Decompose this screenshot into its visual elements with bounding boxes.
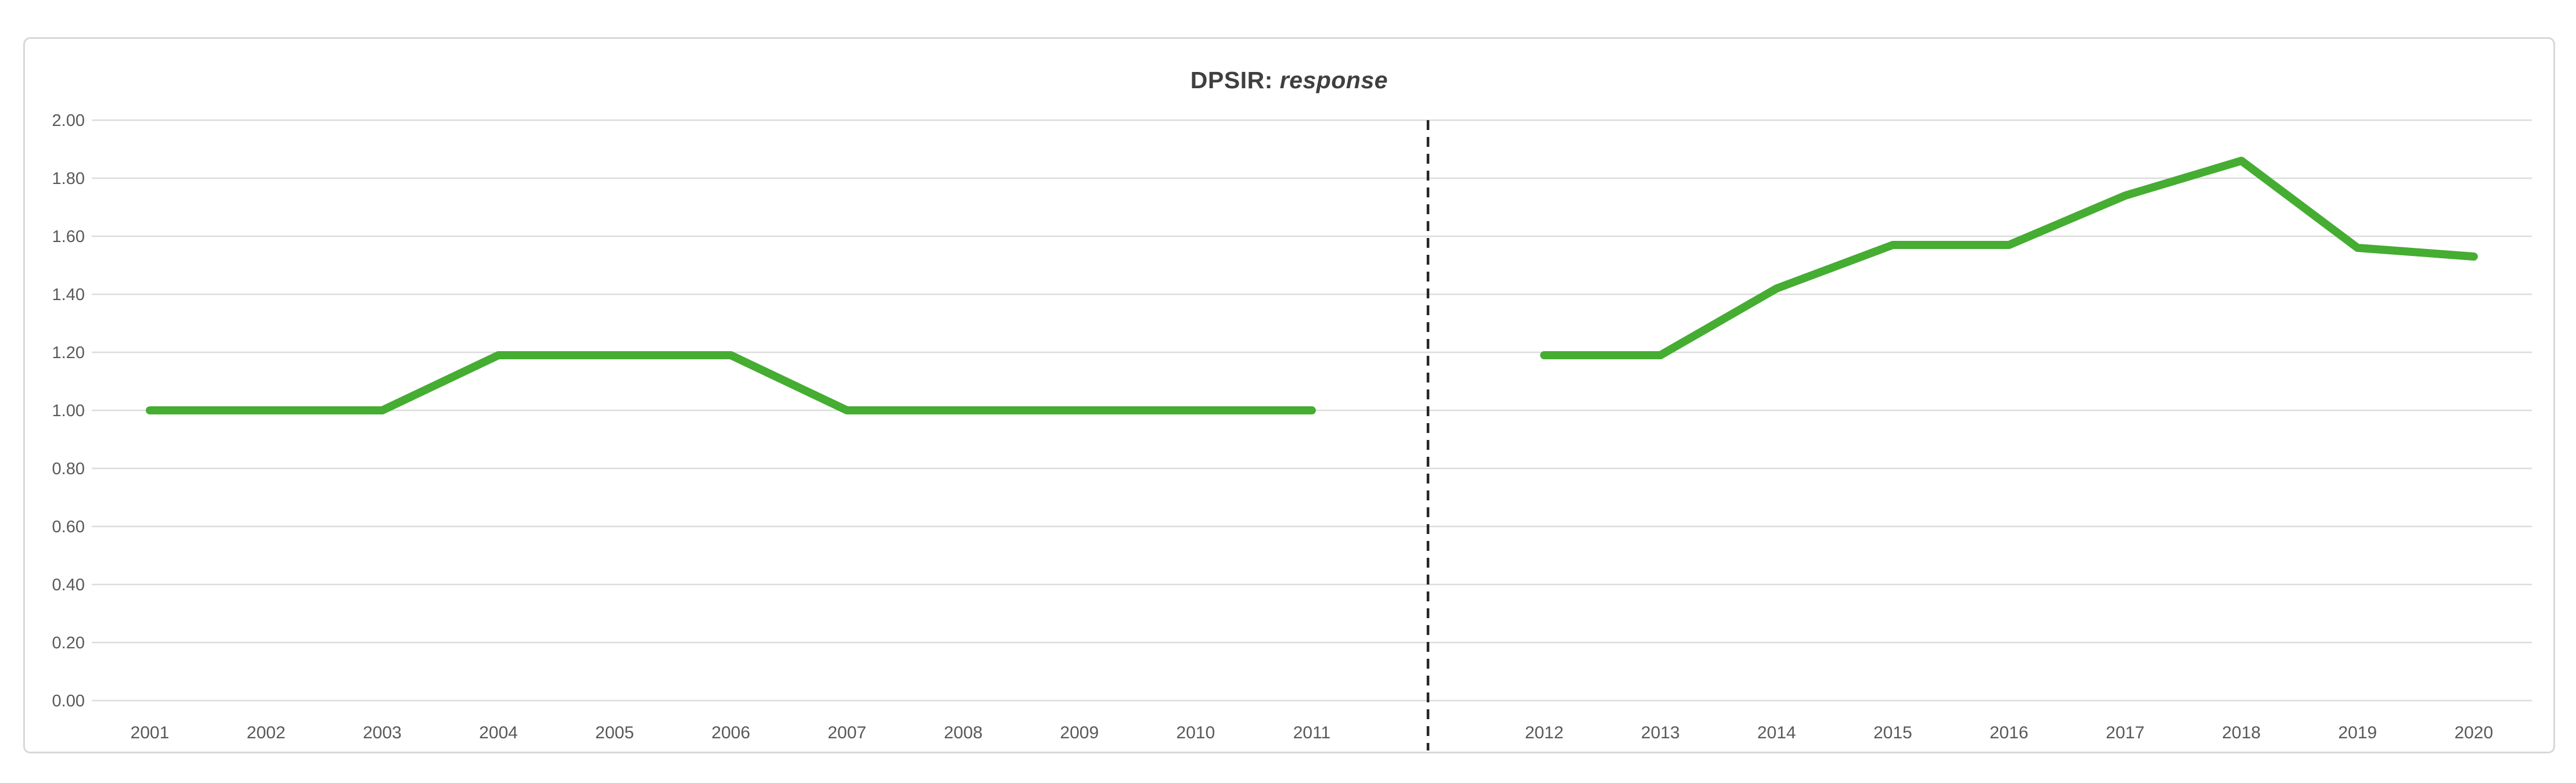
chart-frame: DPSIR: response xyxy=(23,37,2555,753)
x-axis-year-label: 2012 xyxy=(1525,723,1564,742)
y-tick-label: 1.60 xyxy=(52,228,85,246)
x-axis-year-label: 2007 xyxy=(828,723,866,742)
y-tick-label: 2.00 xyxy=(52,111,85,130)
y-tick-label: 0.20 xyxy=(52,634,85,652)
x-axis-year-label: 2002 xyxy=(247,723,286,742)
chart-title-prefix: DPSIR: xyxy=(1190,67,1280,93)
x-axis-year-label: 2019 xyxy=(2338,723,2377,742)
x-axis-year-label: 2017 xyxy=(2106,723,2145,742)
response-data-line xyxy=(1540,157,2478,359)
x-axis-year-label: 2015 xyxy=(1873,723,1912,742)
x-axis-year-label: 2018 xyxy=(2222,723,2261,742)
x-axis-year-label: 2010 xyxy=(1177,723,1215,742)
x-axis-year-label: 2008 xyxy=(944,723,983,742)
x-axis-year-label: 2009 xyxy=(1060,723,1099,742)
x-axis-year-label: 2003 xyxy=(363,723,402,742)
y-tick-label: 1.20 xyxy=(52,344,85,362)
chart-title: DPSIR: response xyxy=(25,67,2553,94)
x-axis-year-label: 2014 xyxy=(1757,723,1796,742)
y-tick-label: 1.00 xyxy=(52,402,85,420)
x-axis-year-label: 2005 xyxy=(595,723,634,742)
response-data-line xyxy=(146,351,1316,414)
y-tick-label: 0.00 xyxy=(52,692,85,710)
x-axis-year-label: 2020 xyxy=(2455,723,2494,742)
x-axis-year-label: 2004 xyxy=(479,723,518,742)
y-tick-label: 1.80 xyxy=(52,169,85,188)
y-tick-label: 0.80 xyxy=(52,460,85,478)
chart-title-emphasis: response xyxy=(1279,67,1388,93)
y-tick-label: 0.60 xyxy=(52,518,85,536)
y-tick-label: 1.40 xyxy=(52,286,85,304)
x-axis-year-label: 2006 xyxy=(711,723,750,742)
x-axis-year-label: 2016 xyxy=(1989,723,2028,742)
x-axis-year-label: 2013 xyxy=(1641,723,1680,742)
x-axis-year-label: 2001 xyxy=(131,723,170,742)
x-axis-year-label: 2011 xyxy=(1293,723,1331,742)
y-tick-label: 0.40 xyxy=(52,576,85,594)
